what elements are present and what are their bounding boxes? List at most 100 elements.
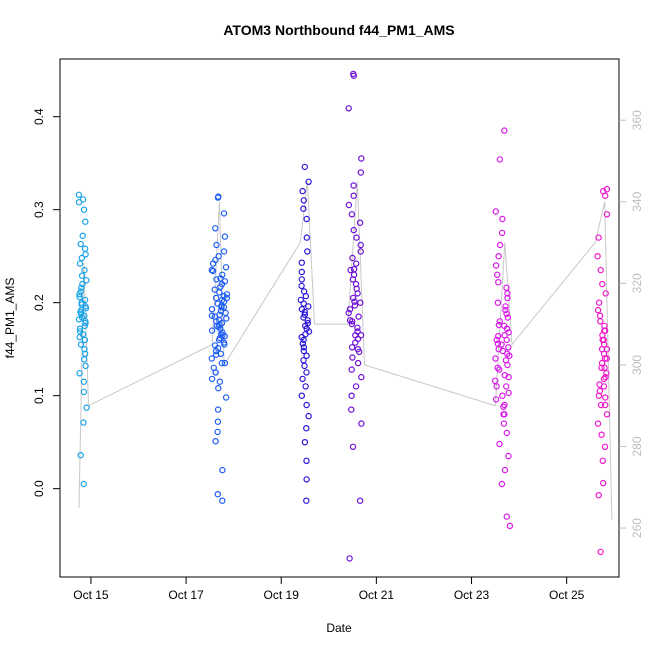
series-1-point	[79, 232, 86, 239]
series-3-point	[299, 375, 306, 383]
series-5-point	[492, 262, 500, 269]
series-4-point	[345, 105, 352, 112]
series-1-point	[79, 196, 87, 203]
series-3-point	[301, 439, 309, 446]
series-6-point	[603, 211, 611, 218]
series-5-point	[499, 392, 506, 399]
series-5-point	[496, 318, 503, 325]
series-3-point	[303, 369, 310, 376]
y-axis: 0.0 0.1 0.2 0.3 0.4	[32, 108, 60, 497]
series-6-point	[602, 401, 609, 409]
series-2-point	[220, 210, 228, 217]
series-5-point	[501, 322, 508, 330]
series-5-point	[494, 271, 501, 278]
series-4-point	[348, 406, 355, 413]
series-4-point	[348, 392, 355, 399]
series-1-point	[81, 296, 89, 304]
series-5-point	[505, 452, 512, 460]
series-2-point	[220, 248, 228, 255]
series-4-point	[349, 318, 356, 325]
series-1-point	[76, 293, 83, 301]
series-3-point	[300, 197, 307, 204]
series-1-point	[80, 419, 87, 426]
series-2-point	[214, 406, 222, 413]
x-axis: Oct 15 Oct 17 Oct 19 Oct 21 Oct 23 Oct 25	[73, 577, 585, 602]
series-5-point	[505, 389, 512, 397]
series-1-point	[77, 240, 84, 248]
series-2-point	[212, 256, 219, 264]
series-6-point	[600, 383, 608, 390]
series-6-point	[594, 253, 601, 260]
x-tick-label: Oct 23	[454, 588, 490, 602]
series-1-point	[81, 245, 89, 252]
y-tick-label: 0.2	[32, 294, 46, 311]
series-1-point	[76, 370, 83, 377]
series-4-point	[349, 443, 357, 450]
series-6-point	[597, 401, 605, 409]
series-1-point	[80, 378, 88, 385]
series-5-point	[503, 383, 510, 390]
series-5-point	[495, 346, 502, 353]
series-6-point	[601, 355, 609, 362]
series-3-point	[303, 497, 310, 504]
series-5-point	[503, 513, 510, 520]
series-5-point	[492, 355, 499, 362]
series-5-point	[502, 303, 509, 310]
series-1-point	[81, 346, 88, 353]
series-3-point	[298, 276, 305, 283]
series-3-point	[300, 205, 307, 212]
series-4-point	[358, 373, 365, 381]
series-1-point	[80, 480, 87, 488]
series-5-point	[492, 396, 500, 403]
series-6-point	[599, 280, 606, 288]
series-2-point	[215, 193, 222, 200]
series-4-point	[357, 299, 364, 306]
series-4-point	[351, 302, 359, 309]
x-tick-label: Oct 19	[264, 588, 300, 602]
series-3-point	[303, 476, 310, 483]
series-4-point	[354, 328, 361, 335]
series-1-point	[82, 218, 89, 225]
series-3-point	[301, 311, 308, 318]
series-5-point	[503, 310, 510, 317]
series-2-point	[214, 428, 221, 436]
series-5-point	[501, 401, 508, 409]
plot-frame	[59, 58, 620, 578]
series-2-point	[213, 322, 220, 330]
series-6-point	[597, 548, 604, 556]
series-2-point	[219, 271, 226, 278]
y-tick-label: 0.1	[32, 387, 46, 404]
series-3-point	[300, 288, 308, 295]
series-5	[492, 127, 514, 530]
series-6-point	[600, 336, 608, 344]
series-4-point	[356, 497, 364, 504]
series-2-point	[222, 394, 230, 401]
series-1-point	[77, 341, 85, 348]
series-4-point	[357, 241, 364, 249]
series-5-point	[496, 440, 503, 448]
series-1-point	[80, 388, 88, 396]
series-4-point	[346, 306, 354, 313]
series-3-point	[305, 412, 312, 420]
series-3-point	[300, 347, 307, 355]
series-5-point	[505, 344, 512, 351]
series-3-point	[303, 234, 310, 241]
series-4-point	[358, 155, 365, 162]
series-3-point	[299, 187, 306, 195]
series-6	[594, 185, 611, 556]
series-2-point	[214, 418, 222, 425]
series-3-point	[303, 401, 310, 409]
series-1-point	[78, 272, 86, 279]
series-1-point	[83, 404, 90, 411]
series-1-point	[81, 336, 89, 344]
series-4-point	[350, 226, 357, 234]
series-3-point	[298, 268, 305, 276]
series-3-point	[305, 303, 312, 310]
series-5-point	[493, 336, 500, 344]
series-4-point	[350, 182, 357, 189]
series-2	[208, 193, 231, 504]
series-2-point	[223, 291, 231, 298]
y2-tick-label: 340	[630, 191, 644, 211]
series-4-point	[350, 294, 357, 302]
series-1-point	[81, 266, 88, 274]
